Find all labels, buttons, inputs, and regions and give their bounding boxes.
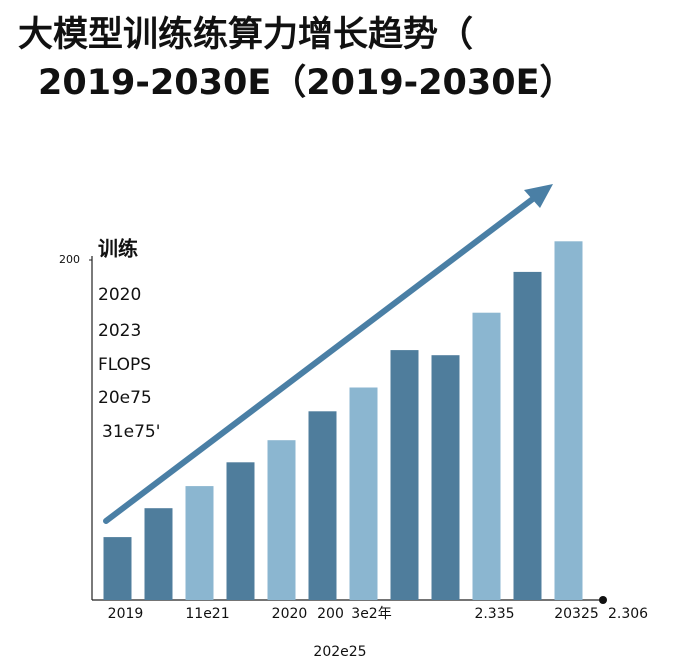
bar — [554, 241, 583, 601]
x-axis-label: 202e25 — [313, 644, 366, 660]
annotation: 2020 — [98, 285, 141, 305]
annotation: 训练 — [98, 237, 138, 261]
bar — [267, 440, 296, 600]
bar — [513, 271, 542, 600]
bars — [103, 241, 583, 601]
x-tick-label: 2019 — [108, 606, 144, 622]
bar — [308, 411, 337, 600]
x-tick-label: 11e21 — [185, 606, 229, 622]
x-tick-label: 2.335 — [474, 606, 514, 622]
bar — [431, 355, 460, 600]
annotation: 20e75 — [98, 388, 152, 408]
bar — [226, 462, 255, 600]
x-tick-label: 3e2年 — [351, 606, 391, 622]
bar — [472, 312, 501, 600]
bar — [185, 486, 214, 600]
trend-arrow — [103, 192, 541, 524]
annotation: 2023 — [98, 321, 141, 341]
x-tick-label: 2020 — [272, 606, 308, 622]
annotation: 31e75' — [102, 422, 160, 442]
bar — [390, 350, 419, 600]
y-tick-label: 200 — [59, 253, 80, 266]
chart-subtitle: 2019-2030E（2019-2030E） — [38, 63, 575, 103]
axis-end-dot — [599, 596, 607, 604]
bar — [144, 508, 173, 600]
x-tick-label: 200 — [317, 606, 344, 622]
bar — [349, 387, 378, 600]
x-tick-label: 20325 — [554, 606, 599, 622]
chart-title: 大模型训练练算力增长趋势（ — [18, 15, 473, 55]
trend-arrow-head — [524, 184, 553, 208]
end-label: 2.306 — [608, 606, 648, 622]
bar — [103, 537, 132, 600]
annotation: FLOPS — [98, 355, 151, 375]
